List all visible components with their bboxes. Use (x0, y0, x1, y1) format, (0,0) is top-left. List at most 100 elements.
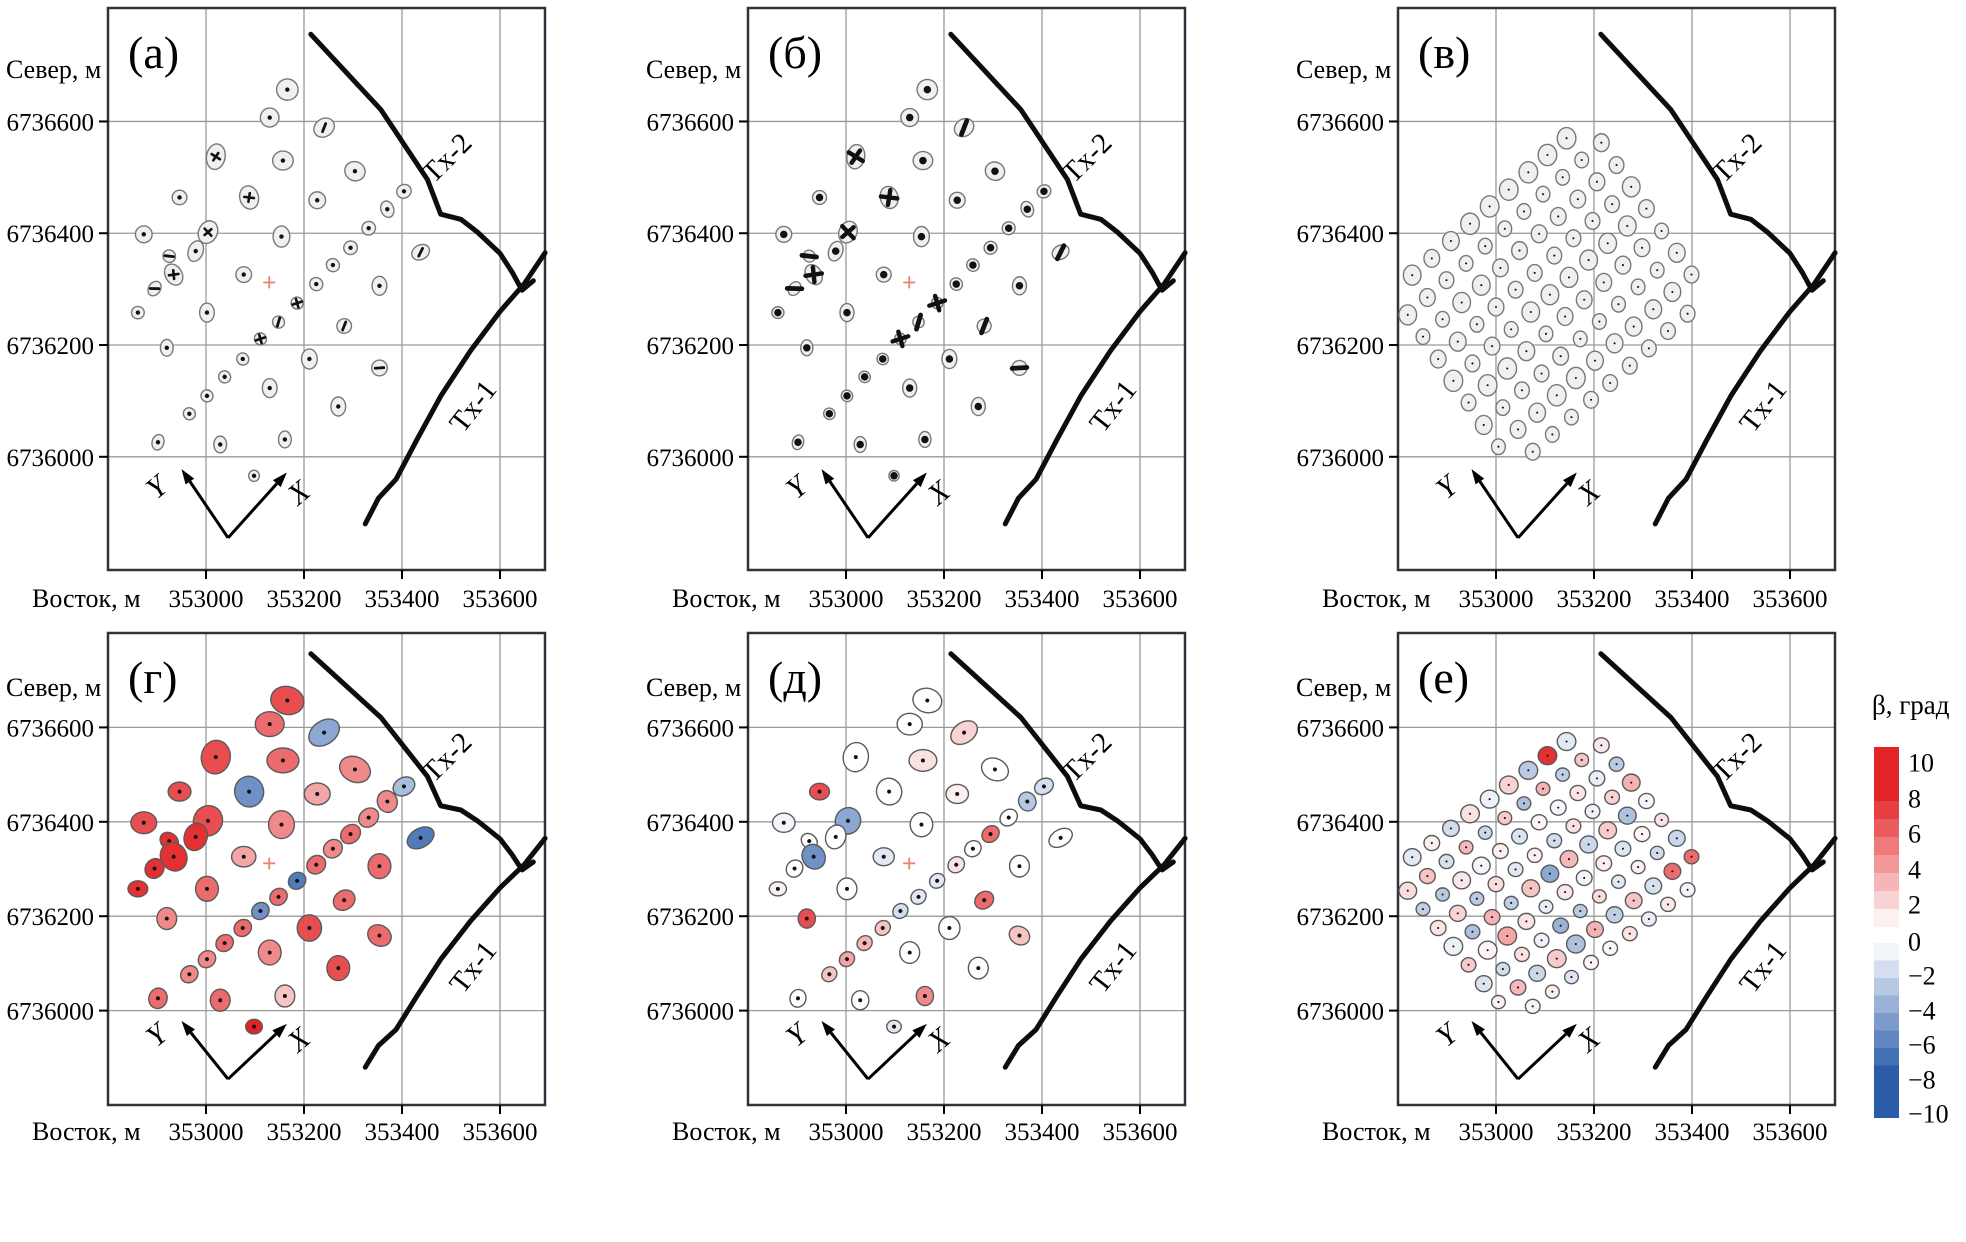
station-center-dot (1456, 340, 1459, 343)
station-center-dot (1041, 784, 1046, 789)
station-center-dot (803, 344, 811, 352)
station-slash-mark (373, 366, 386, 370)
station-center-dot (1647, 917, 1650, 921)
station-center-dot (1574, 376, 1577, 380)
station-center-dot (1488, 205, 1491, 208)
station-center-dot (1675, 837, 1678, 840)
station (1624, 891, 1643, 910)
station (874, 919, 892, 937)
station (1565, 229, 1582, 248)
station-center-dot (1590, 961, 1593, 964)
station (974, 890, 995, 910)
station-center-dot (1501, 968, 1504, 971)
local-x-axis-label: X (920, 474, 957, 513)
station-center-dot (1536, 972, 1539, 975)
station-center-dot (1471, 930, 1474, 933)
station-center-dot (1486, 949, 1489, 952)
station-center-dot (1628, 364, 1631, 367)
station-center-dot (164, 345, 169, 351)
station-center-dot (1449, 240, 1452, 243)
station (1471, 274, 1491, 296)
station-center-dot (905, 384, 914, 392)
station-center-dot (1602, 281, 1605, 284)
transmitter-lines-layer: Tx-2Tx-1 (948, 651, 1188, 1070)
plot-box (1396, 6, 1837, 572)
station-center-dot (1430, 841, 1433, 845)
center-reference-cross (903, 857, 916, 870)
transmitter-line-tx2 (1598, 31, 1826, 293)
station (1667, 242, 1686, 263)
stations-layer (130, 78, 431, 483)
station (1556, 306, 1574, 327)
station (912, 312, 925, 332)
station-center-dot (1617, 880, 1620, 883)
station-center-dot (890, 472, 898, 480)
station-center-dot (844, 957, 849, 962)
axis-labels-layer: 6736600 6736400 6736200 6736000 353000 353200… (1296, 27, 1828, 613)
station (336, 318, 353, 335)
station (209, 988, 231, 1012)
station-center-dot (1506, 367, 1509, 370)
station (1644, 877, 1663, 895)
axis-labels-layer: 6736600 6736400 6736200 6736000 353000 353200… (6, 27, 538, 613)
station-center-dot (781, 820, 786, 825)
station (1605, 906, 1624, 924)
station-center-dot (213, 755, 218, 760)
map-panel-e: 6736600 6736400 6736200 6736000 353000 353200… (1296, 631, 1838, 1146)
station (1644, 299, 1663, 320)
station-center-dot (315, 791, 320, 796)
axis-ticks-layer (99, 120, 501, 579)
station-center-dot (1590, 398, 1593, 401)
station-center-dot (1004, 224, 1013, 232)
station (1559, 266, 1579, 289)
station-center-dot (1544, 905, 1548, 908)
station-center-dot (1611, 203, 1614, 206)
station (1624, 316, 1643, 337)
panel-label: (в) (1418, 27, 1470, 78)
transmitter-line-tx2 (948, 31, 1176, 293)
station-center-dot (279, 822, 284, 827)
transmitter-lines-layer: Tx-2Tx-1 (308, 651, 548, 1070)
station-center-dot (267, 722, 272, 727)
station-center-dot (1497, 1001, 1500, 1004)
station (247, 469, 261, 483)
station (215, 933, 235, 953)
station (275, 78, 299, 101)
station-center-dot (1484, 831, 1487, 834)
station (1540, 283, 1560, 306)
station (236, 352, 250, 366)
station (876, 352, 890, 366)
station (1008, 925, 1031, 946)
station-center-dot (348, 245, 353, 250)
station-center-dot (919, 822, 924, 827)
station-center-dot (887, 789, 892, 794)
map-panel-g: 6736600 6736400 6736200 6736000 353000 353200… (6, 631, 548, 1146)
station (367, 853, 392, 880)
station-center-dot (780, 230, 788, 239)
station-center-dot (1499, 266, 1502, 269)
station (308, 718, 341, 747)
station-center-dot (1023, 205, 1032, 213)
station (270, 685, 305, 716)
station-center-dot (1593, 359, 1597, 362)
station (1555, 767, 1571, 782)
station (1617, 215, 1637, 237)
station-center-dot (1456, 912, 1459, 915)
station (147, 280, 162, 297)
station-center-dot (991, 167, 999, 175)
station-slash-mark (417, 246, 424, 258)
transmitter-label-tx2: Tx-2 (1706, 726, 1768, 788)
station-center-dot (135, 310, 141, 315)
station (824, 824, 847, 850)
station (1659, 896, 1677, 913)
station-center-dot (921, 435, 929, 444)
station-center-dot (1652, 308, 1655, 311)
station-center-dot (879, 355, 887, 363)
station-center-dot (1690, 855, 1693, 858)
station-center-dot (775, 886, 780, 891)
station-center-dot (1015, 282, 1024, 290)
station-center-dot (1538, 821, 1541, 824)
station (980, 757, 1010, 782)
